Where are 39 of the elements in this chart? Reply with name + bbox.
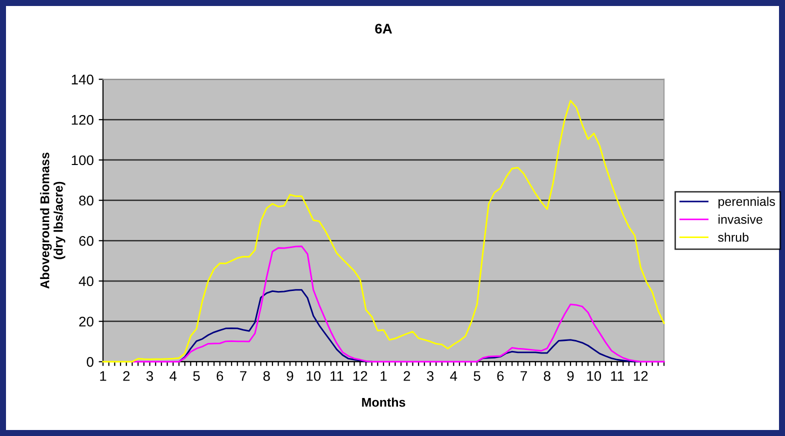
- x-tick-label: 7: [520, 371, 527, 381]
- x-tick-label: 8: [263, 371, 270, 381]
- x-tick-label: 7: [240, 371, 246, 381]
- x-tick-label: 11: [330, 371, 344, 381]
- legend-label: invasive: [718, 214, 762, 224]
- y-tick-label: 20: [79, 316, 94, 327]
- legend-label: perennials: [718, 196, 775, 208]
- y-tick-label: 100: [72, 155, 94, 166]
- y-tick-label: 140: [72, 74, 94, 84]
- x-tick-label: 10: [306, 371, 321, 381]
- x-tick-label: 3: [146, 371, 153, 381]
- line-series: [131, 246, 665, 362]
- x-axis-title: Months: [362, 398, 406, 407]
- x-tick-label: 11: [611, 371, 624, 381]
- chart-title: 6A: [375, 24, 392, 34]
- y-tick-label: 60: [79, 236, 94, 246]
- x-tick-label: 12: [634, 371, 648, 381]
- x-tick-label: 5: [193, 371, 200, 381]
- y-tick-label: 120: [72, 114, 94, 125]
- x-tick-label: 1: [380, 371, 387, 381]
- x-tick-label: 10: [587, 371, 602, 381]
- x-tick-label: 2: [404, 371, 410, 381]
- y-axis-title: Aboveground Biomass (dry lbs/acre): [40, 152, 66, 289]
- legend-label: shrub: [718, 232, 748, 242]
- x-tick-label: 5: [474, 371, 480, 381]
- x-tick-label: 6: [497, 371, 504, 381]
- x-tick-label: 8: [544, 371, 550, 381]
- x-tick-label: 9: [286, 371, 294, 381]
- x-tick-label: 9: [567, 371, 574, 381]
- x-tick-label: 3: [426, 371, 434, 381]
- y-tick-label: 80: [79, 196, 94, 206]
- x-tick-label: 2: [123, 371, 130, 381]
- x-tick-label: 12: [353, 371, 368, 381]
- y-tick-label: 0: [86, 357, 94, 367]
- x-tick-label: 4: [170, 371, 177, 381]
- x-tick-label: 1: [100, 371, 106, 381]
- x-tick-label: 4: [450, 371, 458, 381]
- y-tick-label: 40: [78, 276, 94, 286]
- x-tick-label: 6: [216, 371, 224, 381]
